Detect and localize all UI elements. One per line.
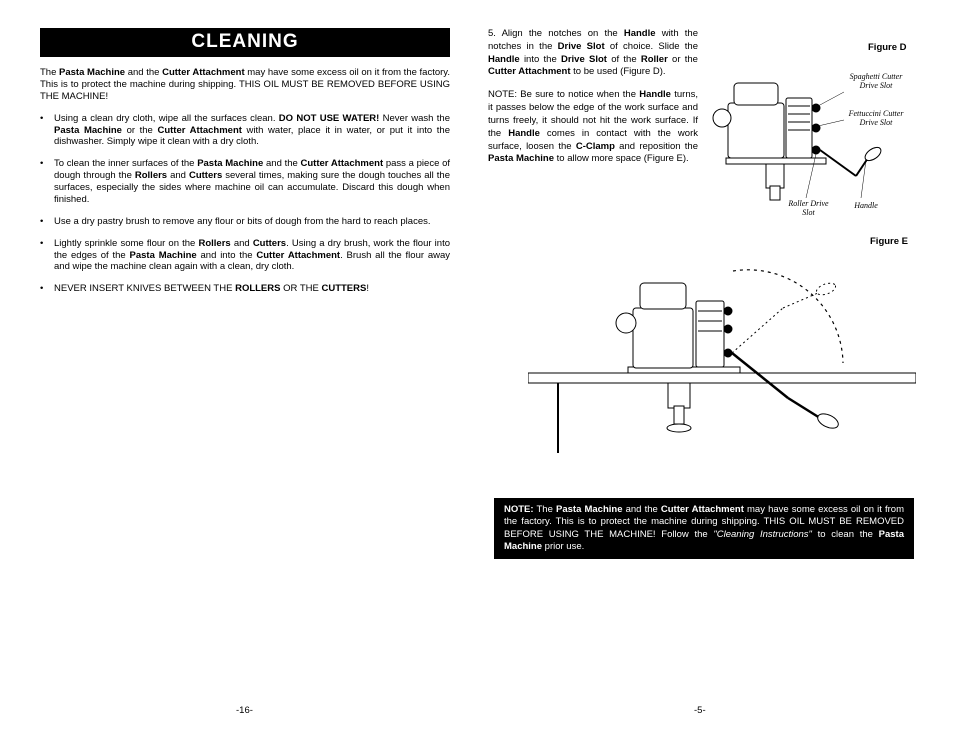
figure-e-illustration	[528, 253, 916, 453]
term-cutter-attachment: Cutter Attachment	[661, 504, 744, 515]
bullet-4: • Lightly sprinkle some flour on the Rol…	[40, 238, 450, 274]
term-rollers: Rollers	[198, 238, 230, 249]
term-drive-slot: Drive Slot	[558, 41, 605, 52]
term-cutters: CUTTERS	[321, 283, 366, 294]
bullet-text: To clean the inner surfaces of the Pasta…	[54, 158, 450, 206]
figure-e-label: Figure E	[870, 236, 908, 247]
bullet-5: • NEVER INSERT KNIVES BETWEEN THE ROLLER…	[40, 283, 450, 295]
term-handle: Handle	[508, 128, 540, 139]
text: and the	[622, 504, 660, 515]
page-number-right: -5-	[694, 705, 706, 716]
bullet-dot: •	[40, 238, 54, 274]
note-box: NOTE: The Pasta Machine and the Cutter A…	[494, 498, 914, 559]
text: Lightly sprinkle some flour on the	[54, 238, 198, 249]
text: to clean the	[812, 529, 879, 540]
term-handle: Handle	[488, 54, 520, 65]
caption-handle: Handle	[846, 202, 886, 211]
bullet-dot: •	[40, 158, 54, 206]
term-pasta-machine: Pasta Machine	[556, 504, 622, 515]
text: NEVER INSERT KNIVES BETWEEN THE	[54, 283, 235, 294]
term-cutter-attachment: Cutter Attachment	[157, 125, 241, 136]
text: to be used (Figure D).	[571, 66, 666, 77]
term-cutter-attachment: Cutter Attachment	[301, 158, 384, 169]
text: or the	[668, 54, 698, 65]
text: Using a clean dry cloth, wipe all the su…	[54, 113, 279, 124]
page-number-left: -16-	[236, 705, 253, 716]
left-body: The Pasta Machine and the Cutter Attachm…	[40, 67, 450, 295]
left-page: CLEANING The Pasta Machine and the Cutte…	[40, 28, 450, 718]
term-c-clamp: C-Clamp	[576, 141, 615, 152]
text: and the	[125, 67, 162, 78]
text: Never wash the	[379, 113, 450, 124]
term-handle: Handle	[624, 28, 656, 39]
term-pasta-machine: Pasta Machine	[197, 158, 263, 169]
bullet-3: • Use a dry pastry brush to remove any f…	[40, 216, 450, 228]
figure-d-label: Figure D	[868, 42, 907, 53]
step-number: 5.	[488, 28, 496, 39]
term-rollers: Rollers	[135, 170, 167, 181]
text: OR THE	[280, 283, 321, 294]
text: of the	[607, 54, 641, 65]
text: and reposition the	[615, 141, 698, 152]
text: The	[40, 67, 59, 78]
warning-no-water: DO NOT USE WATER!	[279, 113, 380, 124]
bullet-1: • Using a clean dry cloth, wipe all the …	[40, 113, 450, 149]
step-5-text: 5. Align the notches on the Handle with …	[488, 28, 698, 166]
text: To clean the inner surfaces of the	[54, 158, 197, 169]
text: or the	[122, 125, 157, 136]
text: NOTE: Be sure to notice when the	[488, 89, 639, 100]
text: Align the notches on the	[496, 28, 624, 39]
bullet-text: NEVER INSERT KNIVES BETWEEN THE ROLLERS …	[54, 283, 450, 295]
bullet-text: Using a clean dry cloth, wipe all the su…	[54, 113, 450, 149]
term-cutter-attachment: Cutter Attachment	[256, 250, 340, 261]
term-cleaning-instructions: "Cleaning Instructions"	[713, 529, 812, 540]
text: to allow more space (Figure E).	[554, 153, 689, 164]
right-page: 5. Align the notches on the Handle with …	[488, 28, 918, 718]
term-cutter-attachment: Cutter Attachment	[488, 66, 571, 77]
term-cutter-attachment: Cutter Attachment	[162, 67, 245, 78]
term-cutters: Cutters	[253, 238, 286, 249]
document-spread: CLEANING The Pasta Machine and the Cutte…	[0, 0, 954, 738]
bullet-text: Use a dry pastry brush to remove any flo…	[54, 216, 450, 228]
text: and	[167, 170, 189, 181]
text: and	[231, 238, 253, 249]
note-label: NOTE:	[504, 504, 534, 515]
bullet-dot: •	[40, 216, 54, 228]
text: of choice. Slide the	[605, 41, 698, 52]
bullet-dot: •	[40, 283, 54, 295]
text: The	[534, 504, 556, 515]
term-drive-slot: Drive Slot	[561, 54, 607, 65]
text: prior use.	[542, 541, 584, 552]
bullet-text: Lightly sprinkle some flour on the Rolle…	[54, 238, 450, 274]
text: into the	[520, 54, 561, 65]
term-pasta-machine: Pasta Machine	[59, 67, 125, 78]
caption-fettuccini: Fettuccini Cutter Drive Slot	[846, 110, 906, 128]
bullet-2: • To clean the inner surfaces of the Pas…	[40, 158, 450, 206]
text: and into the	[197, 250, 257, 261]
term-pasta-machine: Pasta Machine	[488, 153, 554, 164]
intro-paragraph: The Pasta Machine and the Cutter Attachm…	[40, 67, 450, 103]
text: and the	[263, 158, 300, 169]
term-cutters: Cutters	[189, 170, 222, 181]
term-roller: Roller	[641, 54, 668, 65]
caption-roller-slot: Roller Drive Slot	[786, 200, 831, 218]
term-pasta-machine: Pasta Machine	[130, 250, 197, 261]
term-pasta-machine: Pasta Machine	[54, 125, 122, 136]
term-handle: Handle	[639, 89, 671, 100]
text: !	[366, 283, 369, 294]
caption-spaghetti: Spaghetti Cutter Drive Slot	[846, 73, 906, 91]
term-rollers: ROLLERS	[235, 283, 280, 294]
bullet-dot: •	[40, 113, 54, 149]
cleaning-heading: CLEANING	[40, 28, 450, 57]
